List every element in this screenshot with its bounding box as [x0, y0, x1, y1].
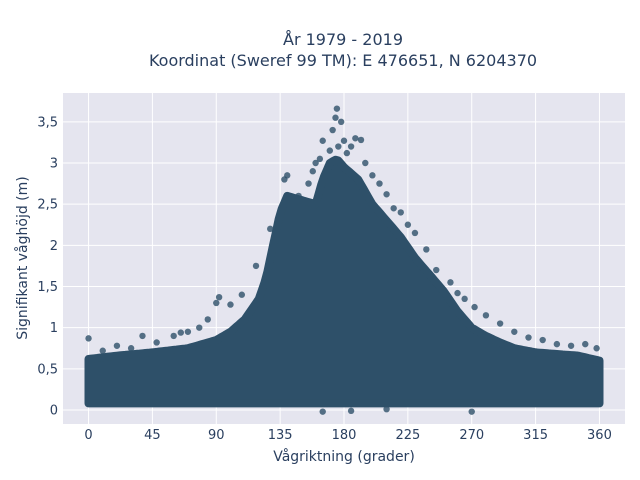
- data-point: [362, 159, 369, 167]
- data-point: [284, 172, 291, 179]
- data-point: [85, 335, 92, 342]
- data-point: [352, 135, 359, 142]
- data-point: [343, 149, 351, 157]
- x-tick-label: 225: [395, 428, 420, 443]
- data-point: [329, 126, 336, 134]
- y-tick-label: 1,5: [37, 280, 58, 295]
- y-tick-label: 2,5: [37, 198, 58, 213]
- x-tick-label: 45: [144, 428, 161, 443]
- data-point: [461, 295, 468, 303]
- data-point: [170, 332, 177, 340]
- data-point: [227, 301, 234, 308]
- chart-subtitle: Koordinat (Sweref 99 TM): E 476651, N 62…: [149, 51, 537, 70]
- data-point: [390, 205, 397, 212]
- x-tick-label: 90: [208, 428, 225, 443]
- data-point: [511, 328, 518, 335]
- data-point: [582, 340, 589, 348]
- data-point: [482, 312, 490, 319]
- data-point: [319, 408, 326, 415]
- y-axis-ticks: 0 0,5 1 1,5 2 2,5 3 3,5: [37, 115, 58, 418]
- data-point: [99, 347, 106, 354]
- x-axis-label: Vågriktning (grader): [273, 448, 415, 465]
- y-tick-label: 3: [50, 156, 58, 171]
- data-point: [539, 336, 546, 344]
- data-point: [468, 408, 475, 415]
- data-point: [184, 328, 192, 335]
- y-tick-label: 0,5: [37, 362, 58, 377]
- data-point: [411, 229, 419, 237]
- data-point: [423, 246, 430, 253]
- data-point: [332, 114, 339, 121]
- data-points: [84, 105, 604, 415]
- data-point: [525, 334, 532, 341]
- data-point: [404, 221, 412, 228]
- data-point: [252, 262, 260, 270]
- data-point: [553, 340, 561, 348]
- x-tick-label: 0: [84, 428, 92, 443]
- data-point: [139, 332, 146, 340]
- data-point: [347, 143, 355, 150]
- data-point: [204, 316, 211, 323]
- data-point: [496, 320, 504, 327]
- data-point: [357, 136, 365, 144]
- data-point: [127, 345, 135, 352]
- chart-title: År 1979 - 2019: [283, 30, 403, 49]
- y-tick-label: 2: [50, 239, 58, 254]
- x-tick-label: 135: [268, 428, 293, 443]
- x-tick-label: 360: [587, 428, 612, 443]
- y-tick-label: 1: [50, 321, 58, 336]
- data-point: [347, 407, 355, 415]
- data-point: [309, 168, 316, 175]
- data-point: [383, 191, 390, 198]
- y-axis-label: Signifikant våghöjd (m): [14, 176, 31, 339]
- y-tick-label: 0: [50, 404, 58, 419]
- data-point: [196, 324, 203, 331]
- x-tick-label: 315: [523, 428, 548, 443]
- data-point: [215, 293, 223, 301]
- data-point: [113, 342, 121, 349]
- x-axis-ticks: 0 45 90 135 180 225 270 315 360: [84, 428, 611, 443]
- data-point: [312, 159, 319, 167]
- data-point: [433, 266, 440, 274]
- x-tick-label: 180: [332, 428, 357, 443]
- data-point: [471, 303, 478, 311]
- data-point: [376, 180, 383, 187]
- data-point: [177, 329, 184, 336]
- data-point: [447, 279, 454, 286]
- data-point: [305, 180, 312, 187]
- data-point: [383, 405, 390, 413]
- x-tick-label: 270: [459, 428, 484, 443]
- data-point: [454, 289, 461, 297]
- data-point: [369, 172, 376, 179]
- data-point: [397, 209, 404, 216]
- data-point: [153, 339, 160, 346]
- data-point: [238, 291, 246, 298]
- data-point: [340, 137, 348, 144]
- data-point: [213, 299, 220, 307]
- data-point: [267, 225, 274, 233]
- data-point: [567, 342, 575, 349]
- data-point: [316, 155, 324, 163]
- data-point: [593, 345, 600, 352]
- y-tick-label: 3,5: [37, 115, 58, 130]
- data-point: [335, 143, 342, 150]
- data-point: [337, 118, 345, 126]
- dense-data-region: [84, 155, 604, 408]
- data-point: [333, 105, 341, 112]
- data-point: [295, 192, 302, 200]
- data-point: [326, 147, 334, 154]
- data-point: [319, 137, 326, 144]
